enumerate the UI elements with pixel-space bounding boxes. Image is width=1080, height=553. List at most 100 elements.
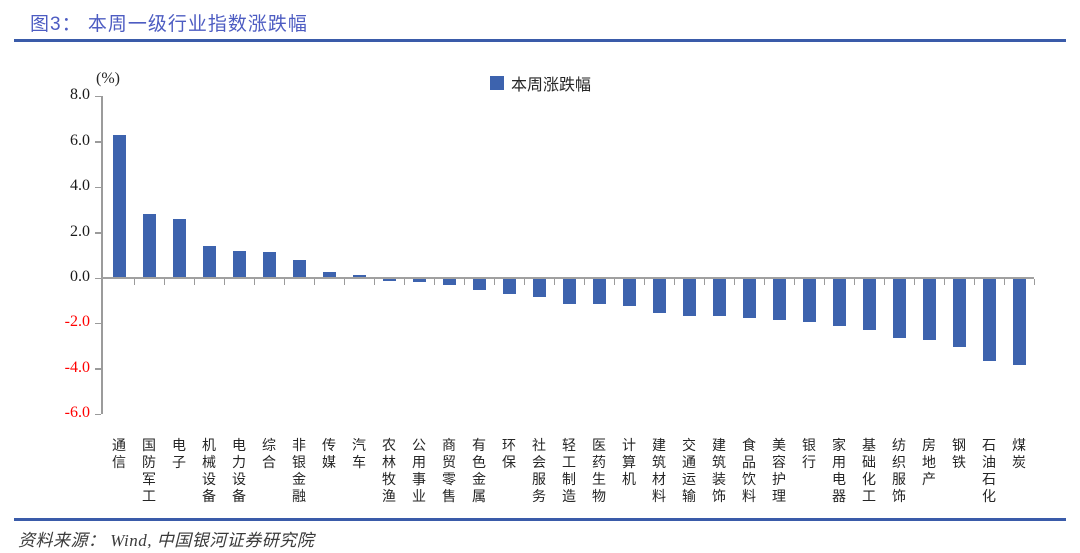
x-tick-mark	[673, 279, 675, 285]
x-tick-mark	[1003, 279, 1005, 285]
bar-医药生物	[592, 279, 606, 304]
x-tick-mark	[853, 279, 855, 285]
bar-计算机	[622, 279, 636, 306]
x-label-通信: 通信	[112, 437, 126, 470]
x-label-交通运输: 交通运输	[682, 437, 696, 504]
x-tick-mark	[1033, 279, 1035, 285]
y-tick-label: 6.0	[70, 131, 90, 149]
x-tick-mark	[553, 279, 555, 285]
x-label-轻工制造: 轻工制造	[562, 437, 576, 504]
y-tick-label: 0.0	[70, 268, 90, 285]
x-tick-mark	[463, 279, 465, 285]
bar-电力设备	[232, 251, 246, 278]
y-axis-unit-label: (%)	[96, 70, 120, 87]
x-tick-mark	[373, 279, 375, 285]
x-label-商贸零售: 商贸零售	[442, 437, 456, 504]
x-label-家用电器: 家用电器	[832, 437, 846, 504]
y-tick-label: -2.0	[64, 313, 90, 331]
bar-轻工制造	[562, 279, 576, 304]
x-label-钢铁: 钢铁	[952, 437, 966, 470]
y-tick-mark	[95, 141, 101, 143]
bar-环保	[502, 279, 516, 294]
x-label-电力设备: 电力设备	[232, 437, 246, 504]
bar-机械设备	[202, 246, 216, 278]
x-label-房地产: 房地产	[922, 437, 936, 487]
x-tick-mark	[883, 279, 885, 285]
x-label-电子: 电子	[172, 437, 186, 470]
x-tick-mark	[733, 279, 735, 285]
bar-基础化工	[862, 279, 876, 330]
y-tick-label: 8.0	[70, 86, 90, 104]
bar-石油石化	[982, 279, 996, 361]
bar-综合	[262, 252, 276, 278]
x-label-银行: 银行	[802, 437, 816, 470]
legend-swatch-icon	[490, 76, 504, 90]
x-tick-mark	[403, 279, 405, 285]
x-tick-mark	[913, 279, 915, 285]
x-tick-mark	[943, 279, 945, 285]
x-tick-mark	[433, 279, 435, 285]
x-tick-mark	[133, 279, 135, 285]
bar-银行	[802, 279, 816, 322]
x-label-计算机: 计算机	[622, 437, 636, 487]
x-tick-mark	[703, 279, 705, 285]
x-label-汽车: 汽车	[352, 437, 366, 470]
x-label-公用事业: 公用事业	[412, 437, 426, 504]
y-tick-label: -4.0	[64, 358, 90, 376]
bar-建筑材料	[652, 279, 666, 313]
bar-汽车	[352, 275, 366, 278]
bar-非银金融	[292, 260, 306, 278]
y-tick-mark	[95, 232, 101, 234]
x-label-基础化工: 基础化工	[862, 437, 876, 504]
x-tick-mark	[973, 279, 975, 285]
x-tick-mark	[253, 279, 255, 285]
bar-传媒	[322, 272, 336, 278]
y-tick-label: 2.0	[70, 222, 90, 240]
x-label-非银金融: 非银金融	[292, 437, 306, 504]
y-tick-label: 4.0	[70, 177, 90, 195]
bar-纺织服饰	[892, 279, 906, 338]
bar-通信	[112, 135, 126, 278]
bar-钢铁	[952, 279, 966, 347]
x-label-传媒: 传媒	[322, 437, 336, 470]
x-label-综合: 综合	[262, 437, 276, 470]
x-axis-line	[101, 277, 1034, 279]
bar-美容护理	[772, 279, 786, 320]
x-tick-mark	[643, 279, 645, 285]
figure-title: 图3： 本周一级行业指数涨跌幅	[30, 14, 308, 35]
bar-社会服务	[532, 279, 546, 297]
x-label-煤炭: 煤炭	[1012, 437, 1026, 470]
x-label-社会服务: 社会服务	[532, 437, 546, 504]
y-axis-line	[101, 96, 103, 415]
legend-label: 本周涨跌幅	[511, 77, 592, 94]
bar-商贸零售	[442, 279, 456, 285]
x-label-医药生物: 医药生物	[592, 437, 606, 504]
y-tick-mark	[95, 95, 101, 98]
bar-国防军工	[142, 214, 156, 278]
bar-食品饮料	[742, 279, 756, 318]
y-tick-mark	[95, 322, 101, 325]
x-label-食品饮料: 食品饮料	[742, 437, 756, 504]
x-label-环保: 环保	[502, 437, 516, 470]
source-note: 资料来源： Wind, 中国银河证券研究院	[18, 531, 315, 550]
x-label-纺织服饰: 纺织服饰	[892, 437, 906, 504]
x-label-国防军工: 国防军工	[142, 437, 156, 504]
x-tick-mark	[163, 279, 165, 285]
x-label-石油石化: 石油石化	[982, 437, 996, 504]
x-tick-mark	[523, 279, 525, 285]
bar-公用事业	[412, 279, 426, 282]
chart-legend: 本周涨跌幅	[490, 71, 591, 95]
x-tick-mark	[343, 279, 345, 285]
x-tick-mark	[313, 279, 315, 285]
title-divider	[14, 39, 1066, 42]
x-tick-mark	[763, 279, 765, 285]
x-label-美容护理: 美容护理	[772, 437, 786, 504]
x-tick-mark	[283, 279, 285, 285]
y-tick-mark	[95, 186, 101, 189]
bar-有色金属	[472, 279, 486, 290]
x-tick-mark	[223, 279, 225, 285]
y-tick-label: -6.0	[64, 404, 90, 422]
bar-煤炭	[1012, 279, 1026, 365]
x-tick-mark	[793, 279, 795, 285]
